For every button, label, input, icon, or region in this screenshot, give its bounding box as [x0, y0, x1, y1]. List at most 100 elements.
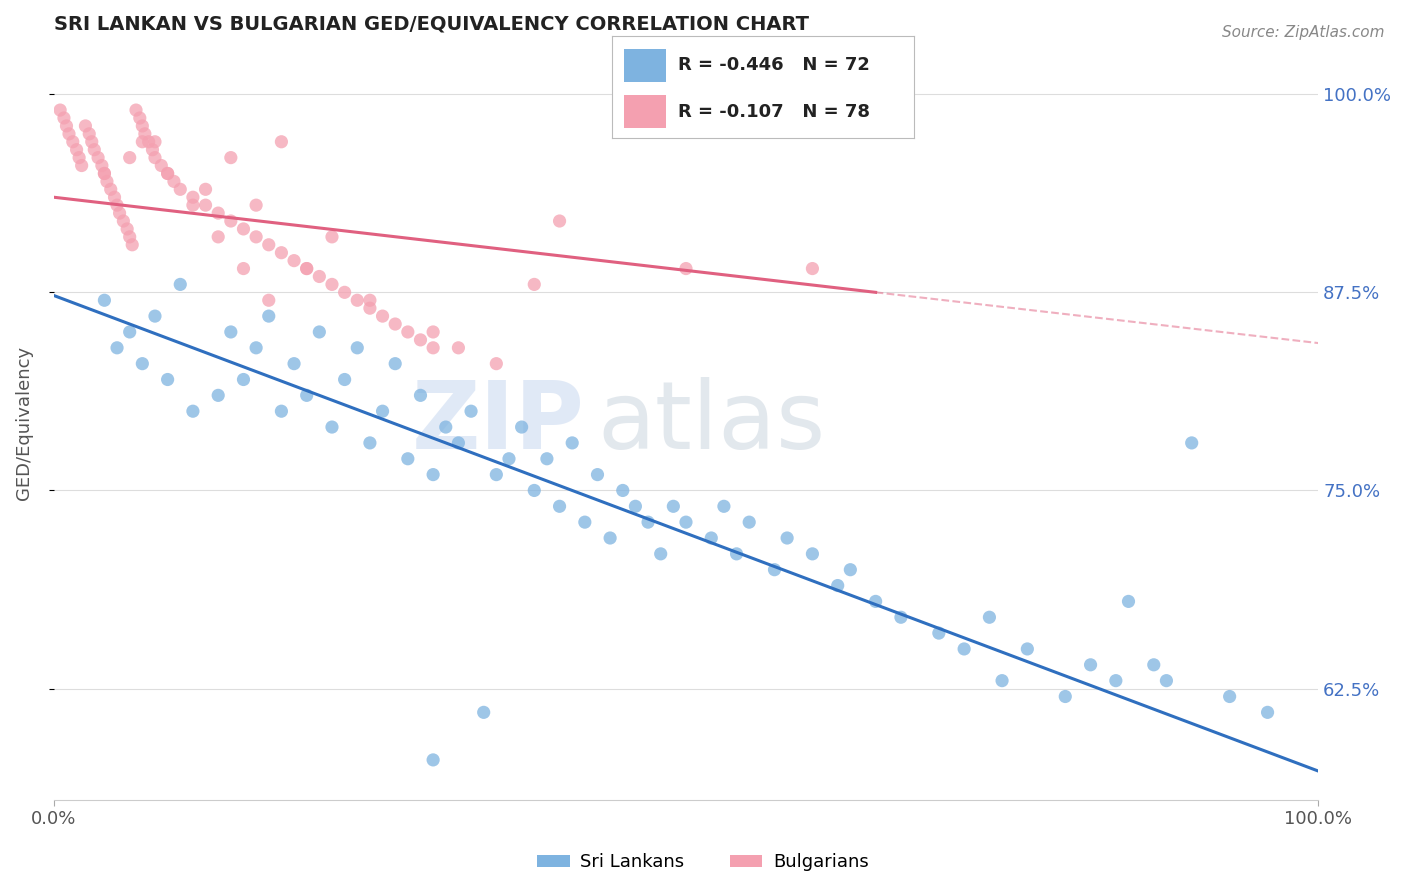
Point [1080, 657, 1102, 672]
Y-axis label: GED/Equivalency: GED/Equivalency [15, 346, 32, 500]
Point [498, 451, 520, 466]
Point [346, 293, 368, 308]
Point [100, 182, 122, 196]
Point [49, 103, 72, 117]
Point [232, 261, 254, 276]
Point [115, 222, 138, 236]
Point [62, 135, 84, 149]
Text: Source: ZipAtlas.com: Source: ZipAtlas.com [1222, 25, 1385, 40]
Point [396, 325, 419, 339]
Point [295, 388, 318, 402]
Point [409, 388, 432, 402]
Point [219, 214, 242, 228]
Point [991, 673, 1014, 688]
Point [1143, 657, 1166, 672]
Point [156, 166, 179, 180]
Point [523, 277, 546, 292]
Point [58, 127, 80, 141]
Point [422, 467, 444, 482]
Point [118, 325, 141, 339]
Point [321, 230, 343, 244]
Point [548, 214, 571, 228]
Point [472, 706, 495, 720]
Point [713, 500, 735, 514]
Point [839, 563, 862, 577]
Point [801, 547, 824, 561]
Point [321, 277, 343, 292]
Point [308, 269, 330, 284]
Point [125, 103, 148, 117]
Point [586, 467, 609, 482]
Point [637, 515, 659, 529]
Point [890, 610, 912, 624]
Point [245, 198, 267, 212]
Point [485, 467, 508, 482]
Point [181, 198, 204, 212]
Point [776, 531, 799, 545]
Point [105, 198, 128, 212]
Point [485, 357, 508, 371]
Point [134, 127, 156, 141]
Point [112, 214, 135, 228]
Legend: Sri Lankans, Bulgarians: Sri Lankans, Bulgarians [530, 847, 876, 879]
Point [295, 261, 318, 276]
Point [270, 245, 292, 260]
Point [131, 119, 153, 133]
Point [232, 372, 254, 386]
Point [245, 341, 267, 355]
Point [55, 119, 77, 133]
Point [523, 483, 546, 498]
Point [128, 111, 150, 125]
Text: SRI LANKAN VS BULGARIAN GED/EQUIVALENCY CORRELATION CHART: SRI LANKAN VS BULGARIAN GED/EQUIVALENCY … [53, 15, 808, 34]
Point [105, 341, 128, 355]
Point [121, 237, 143, 252]
Point [232, 222, 254, 236]
Point [359, 293, 381, 308]
Point [662, 500, 685, 514]
Point [561, 436, 583, 450]
Point [599, 531, 621, 545]
Point [1219, 690, 1241, 704]
Point [194, 198, 217, 212]
Point [143, 135, 166, 149]
Point [295, 261, 318, 276]
Point [93, 166, 115, 180]
Point [219, 325, 242, 339]
Point [700, 531, 723, 545]
Point [650, 547, 672, 561]
Point [77, 127, 100, 141]
Point [1105, 673, 1128, 688]
Point [536, 451, 558, 466]
Point [108, 206, 131, 220]
Point [434, 420, 457, 434]
Point [143, 151, 166, 165]
Point [141, 143, 163, 157]
Point [90, 159, 112, 173]
Point [548, 500, 571, 514]
Point [270, 404, 292, 418]
Point [93, 293, 115, 308]
Point [384, 357, 406, 371]
Point [763, 563, 786, 577]
Point [283, 357, 305, 371]
Point [52, 111, 75, 125]
Point [156, 166, 179, 180]
Point [574, 515, 596, 529]
Point [346, 341, 368, 355]
Point [725, 547, 748, 561]
Point [1257, 706, 1279, 720]
Point [131, 135, 153, 149]
Point [359, 436, 381, 450]
Point [371, 309, 394, 323]
Point [67, 151, 90, 165]
Point [738, 515, 761, 529]
Point [827, 578, 849, 592]
Point [801, 261, 824, 276]
Point [219, 151, 242, 165]
Point [953, 642, 976, 657]
Point [1181, 436, 1204, 450]
Point [1054, 690, 1077, 704]
Point [422, 341, 444, 355]
Text: atlas: atlas [598, 377, 825, 469]
Text: R = -0.446   N = 72: R = -0.446 N = 72 [678, 56, 870, 74]
